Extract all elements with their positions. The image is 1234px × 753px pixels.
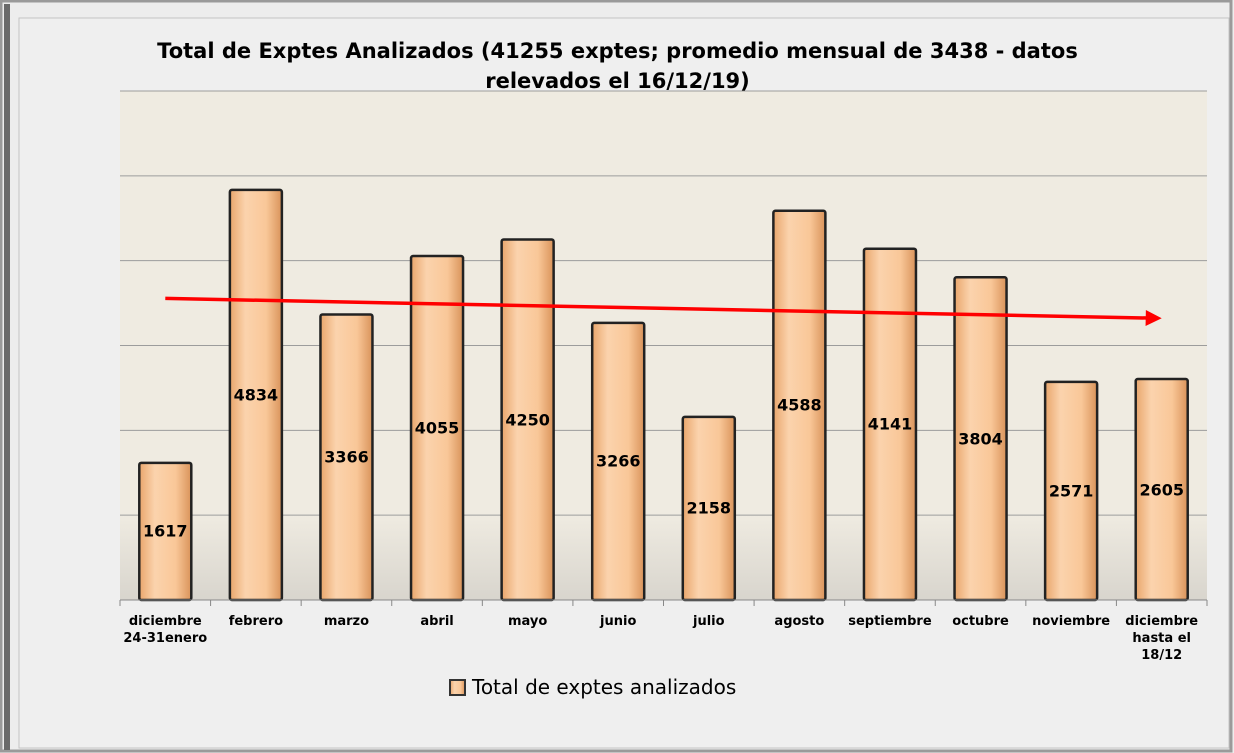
- x-tick-label: abril: [420, 614, 454, 629]
- data-label: 3804: [958, 429, 1003, 449]
- x-tick-label: junio: [600, 614, 637, 629]
- x-tick-label: mayo: [507, 614, 548, 629]
- data-label: 4834: [233, 385, 279, 405]
- data-label: 4141: [867, 414, 913, 434]
- data-label: 1617: [143, 521, 188, 541]
- left-edge: [4, 4, 10, 750]
- data-label: 3366: [324, 447, 369, 467]
- x-tick-label: febrero: [228, 614, 284, 629]
- chart-title: Total de Exptes Analizados (41255 exptes…: [157, 39, 1078, 93]
- trend-arrowhead: [1145, 309, 1162, 326]
- x-tick-label: agosto: [774, 614, 825, 629]
- legend-label: Total de exptes analizados: [472, 675, 737, 699]
- plot-floor: [120, 515, 1207, 600]
- x-tick-label: julio: [693, 614, 725, 629]
- data-label: 4250: [505, 410, 550, 430]
- trend-line: [165, 296, 1152, 320]
- data-label: 4055: [414, 418, 460, 438]
- x-tick-label: septiembre: [848, 614, 932, 629]
- data-label: 4588: [777, 395, 822, 415]
- data-label: 2605: [1139, 480, 1184, 499]
- data-label: 2158: [686, 498, 732, 518]
- data-label: 3266: [595, 451, 641, 471]
- x-tick-label: octubre: [952, 614, 1009, 629]
- x-tick-label: diciembre hasta el 18/12: [1125, 614, 1199, 663]
- legend-swatch: [449, 679, 466, 696]
- x-tick-label: diciembre 24-31enero: [123, 614, 208, 646]
- data-label: 2571: [1048, 481, 1094, 501]
- x-tick-label: noviembre: [1032, 614, 1111, 629]
- x-tick-label: marzo: [323, 614, 370, 629]
